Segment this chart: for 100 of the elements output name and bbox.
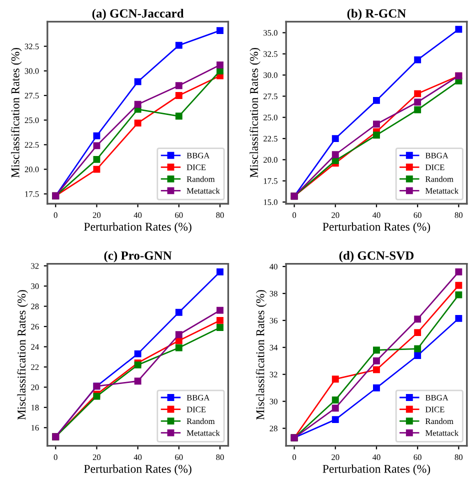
point bbox=[93, 132, 100, 140]
y-tick-label: 17.5 bbox=[264, 178, 278, 184]
x-tick-label: 80 bbox=[454, 454, 463, 460]
point bbox=[216, 27, 224, 34]
y-tick-label: 20 bbox=[31, 384, 39, 390]
x-tick-label: 60 bbox=[414, 454, 422, 460]
point bbox=[373, 132, 380, 139]
legend-label: DICE bbox=[425, 406, 444, 412]
legend-label: BBGA bbox=[425, 152, 448, 158]
legend-label: DICE bbox=[186, 406, 206, 412]
y-tick-label: 22.5 bbox=[264, 136, 278, 142]
point bbox=[414, 329, 422, 336]
point bbox=[134, 120, 142, 127]
y-tick-label: 22.5 bbox=[24, 142, 39, 148]
point bbox=[175, 92, 182, 99]
point bbox=[216, 306, 224, 314]
point bbox=[216, 67, 224, 74]
point bbox=[93, 166, 100, 173]
point bbox=[216, 324, 224, 331]
point bbox=[373, 384, 380, 392]
point bbox=[175, 308, 182, 316]
y-tick-label: 27.5 bbox=[264, 94, 278, 100]
x-axis-title: Perturbation Rates (%) bbox=[84, 464, 192, 476]
point bbox=[332, 396, 339, 404]
legend-label: Random bbox=[425, 418, 454, 424]
point bbox=[93, 156, 100, 163]
point bbox=[414, 352, 422, 359]
y-axis-title: Misclassification Rates (%) bbox=[10, 48, 22, 178]
point bbox=[175, 112, 182, 120]
point bbox=[455, 26, 462, 33]
point bbox=[455, 282, 462, 289]
y-tick-label: 38 bbox=[270, 290, 278, 296]
point bbox=[216, 316, 224, 324]
point bbox=[414, 98, 422, 106]
legend-label: DICE bbox=[425, 164, 444, 170]
chart-title: (d) GCN-SVD bbox=[339, 250, 414, 262]
legend-label: Metattack bbox=[186, 430, 220, 436]
x-tick-label: 20 bbox=[332, 454, 340, 460]
point bbox=[455, 268, 462, 276]
point bbox=[216, 62, 224, 68]
y-tick-label: 30.0 bbox=[24, 68, 39, 74]
y-tick-label: 28 bbox=[270, 426, 278, 432]
x-tick-label: 60 bbox=[175, 454, 183, 460]
x-axis-title: Perturbation Rates (%) bbox=[322, 222, 430, 234]
legend-label: Metattack bbox=[425, 430, 459, 436]
y-tick-label: 30 bbox=[270, 398, 278, 404]
y-tick-label: 17.5 bbox=[25, 191, 39, 197]
legend-label: Random bbox=[186, 418, 215, 424]
x-tick-label: 80 bbox=[454, 212, 463, 218]
x-tick-label: 40 bbox=[134, 212, 142, 218]
y-tick-label: 30.0 bbox=[264, 72, 278, 78]
y-tick-label: 20.0 bbox=[24, 166, 39, 172]
point bbox=[134, 100, 142, 108]
point bbox=[175, 344, 182, 352]
x-tick-label: 0 bbox=[292, 454, 296, 460]
x-tick-label: 20 bbox=[92, 212, 101, 218]
y-axis-title: Misclassification Rates (%) bbox=[250, 48, 260, 178]
y-tick-label: 24 bbox=[31, 344, 39, 350]
y-tick-label: 20.0 bbox=[264, 157, 278, 163]
legend-label: Random bbox=[186, 176, 215, 182]
y-axis-title: Misclassification Rates (%) bbox=[17, 290, 28, 420]
point bbox=[373, 366, 380, 374]
point bbox=[332, 376, 339, 383]
y-tick-label: 34 bbox=[270, 344, 278, 350]
y-tick-label: 25.0 bbox=[264, 114, 278, 120]
point bbox=[134, 350, 142, 358]
x-axis-title: Perturbation Rates (%) bbox=[84, 222, 192, 234]
point bbox=[373, 346, 380, 354]
point bbox=[373, 96, 380, 104]
point bbox=[414, 90, 422, 98]
y-tick-label: 32 bbox=[31, 263, 39, 269]
point bbox=[175, 82, 182, 90]
point bbox=[332, 151, 339, 158]
point bbox=[414, 106, 422, 114]
legend-label: BBGA bbox=[186, 394, 210, 400]
point bbox=[134, 378, 142, 385]
x-axis-title: Perturbation Rates (%) bbox=[322, 464, 430, 476]
x-tick-label: 0 bbox=[54, 212, 58, 218]
legend-label: BBGA bbox=[425, 394, 448, 400]
point bbox=[332, 404, 339, 412]
legend-label: Metattack bbox=[186, 188, 220, 194]
point bbox=[414, 345, 422, 352]
x-tick-label: 40 bbox=[372, 454, 380, 460]
y-tick-label: 30 bbox=[31, 283, 39, 290]
point bbox=[373, 357, 380, 364]
y-tick-label: 25.0 bbox=[24, 117, 39, 124]
y-tick-label: 28 bbox=[31, 304, 39, 310]
y-tick-label: 18 bbox=[31, 404, 39, 410]
chart-title: (c) Pro-GNN bbox=[104, 250, 172, 262]
chart-title: (b) R-GCN bbox=[347, 8, 406, 20]
x-tick-label: 20 bbox=[332, 212, 340, 218]
x-tick-label: 80 bbox=[216, 212, 224, 218]
point bbox=[93, 142, 100, 150]
point bbox=[414, 316, 422, 323]
point bbox=[332, 135, 339, 142]
x-tick-label: 40 bbox=[372, 212, 380, 218]
x-tick-label: 80 bbox=[216, 454, 224, 460]
legend-label: Metattack bbox=[425, 188, 459, 194]
y-tick-label: 16 bbox=[31, 425, 39, 431]
point bbox=[216, 268, 224, 276]
